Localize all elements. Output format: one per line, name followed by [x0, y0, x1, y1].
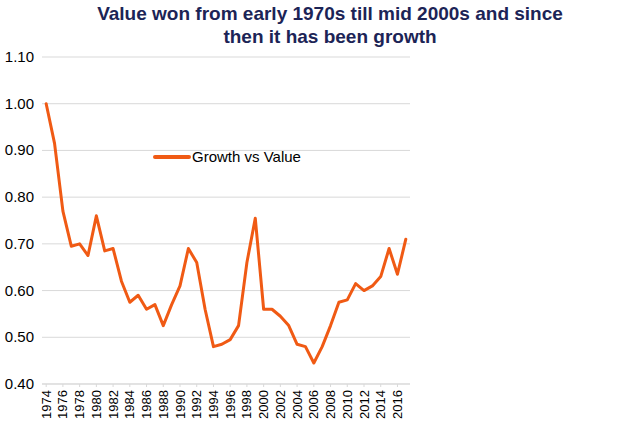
y-tick-label: 0.90 [5, 141, 34, 158]
grid-line [42, 384, 410, 385]
x-tick [246, 384, 247, 387]
y-tick-label: 0.40 [5, 375, 34, 392]
x-tick [79, 384, 80, 387]
x-tick [364, 384, 365, 387]
x-tick [213, 384, 214, 387]
x-tick-label: 1974 [39, 390, 54, 419]
x-tick [46, 384, 47, 387]
grid-line [42, 103, 410, 104]
x-tick [263, 384, 264, 387]
x-tick-label: 2000 [256, 390, 271, 419]
chart: Value won from early 1970s till mid 2000… [0, 0, 620, 436]
x-tick [297, 384, 298, 387]
x-tick-label: 2002 [273, 390, 288, 419]
x-tick-label: 2016 [390, 390, 405, 419]
x-tick-label: 2004 [290, 390, 305, 419]
x-tick [280, 384, 281, 387]
x-tick-label: 1986 [139, 390, 154, 419]
x-tick-label: 1998 [239, 390, 254, 419]
y-tick-label: 0.50 [5, 328, 34, 345]
x-tick [230, 384, 231, 387]
x-tick [380, 384, 381, 387]
x-tick [196, 384, 197, 387]
legend-swatch [155, 155, 189, 159]
plot-area [46, 104, 406, 363]
x-tick-label: 1990 [173, 390, 188, 419]
x-tick [163, 384, 164, 387]
title: Value won from early 1970s till mid 2000… [97, 3, 563, 47]
x-tick [330, 384, 331, 387]
x-tick-label: 2014 [373, 390, 388, 419]
x-tick [62, 384, 63, 387]
y-tick-label: 0.60 [5, 282, 34, 299]
grid-line [42, 57, 410, 58]
x-tick-label: 2012 [357, 390, 372, 419]
x-tick [96, 384, 97, 387]
grid-line [42, 337, 410, 338]
x-tick-label: 1984 [122, 390, 137, 419]
x-axis [42, 384, 410, 385]
x-tick-label: 1976 [55, 390, 70, 419]
x-tick-label: 1978 [72, 390, 87, 419]
x-tick-label: 2010 [340, 390, 355, 419]
series-line [46, 104, 406, 363]
x-tick-label: 1996 [223, 390, 238, 419]
legend-label: Growth vs Value [192, 148, 301, 165]
x-tick-label: 1992 [189, 390, 204, 419]
x-tick [313, 384, 314, 387]
x-tick-label: 2006 [306, 390, 321, 419]
grid-line [42, 197, 410, 198]
x-tick [146, 384, 147, 387]
grid-line [42, 243, 410, 244]
y-tick-label: 1.00 [5, 95, 34, 112]
grid-line [42, 290, 410, 291]
x-tick [397, 384, 398, 387]
x-tick-label: 2008 [323, 390, 338, 419]
y-tick-label: 1.10 [5, 48, 34, 65]
x-tick [129, 384, 130, 387]
x-tick [180, 384, 181, 387]
x-tick-label: 1988 [156, 390, 171, 419]
y-tick-label: 0.80 [5, 188, 34, 205]
x-tick [113, 384, 114, 387]
y-tick-label: 0.70 [5, 235, 34, 252]
x-tick-label: 1994 [206, 390, 221, 419]
x-tick-label: 1982 [106, 390, 121, 419]
x-tick-label: 1980 [89, 390, 104, 419]
x-tick [347, 384, 348, 387]
